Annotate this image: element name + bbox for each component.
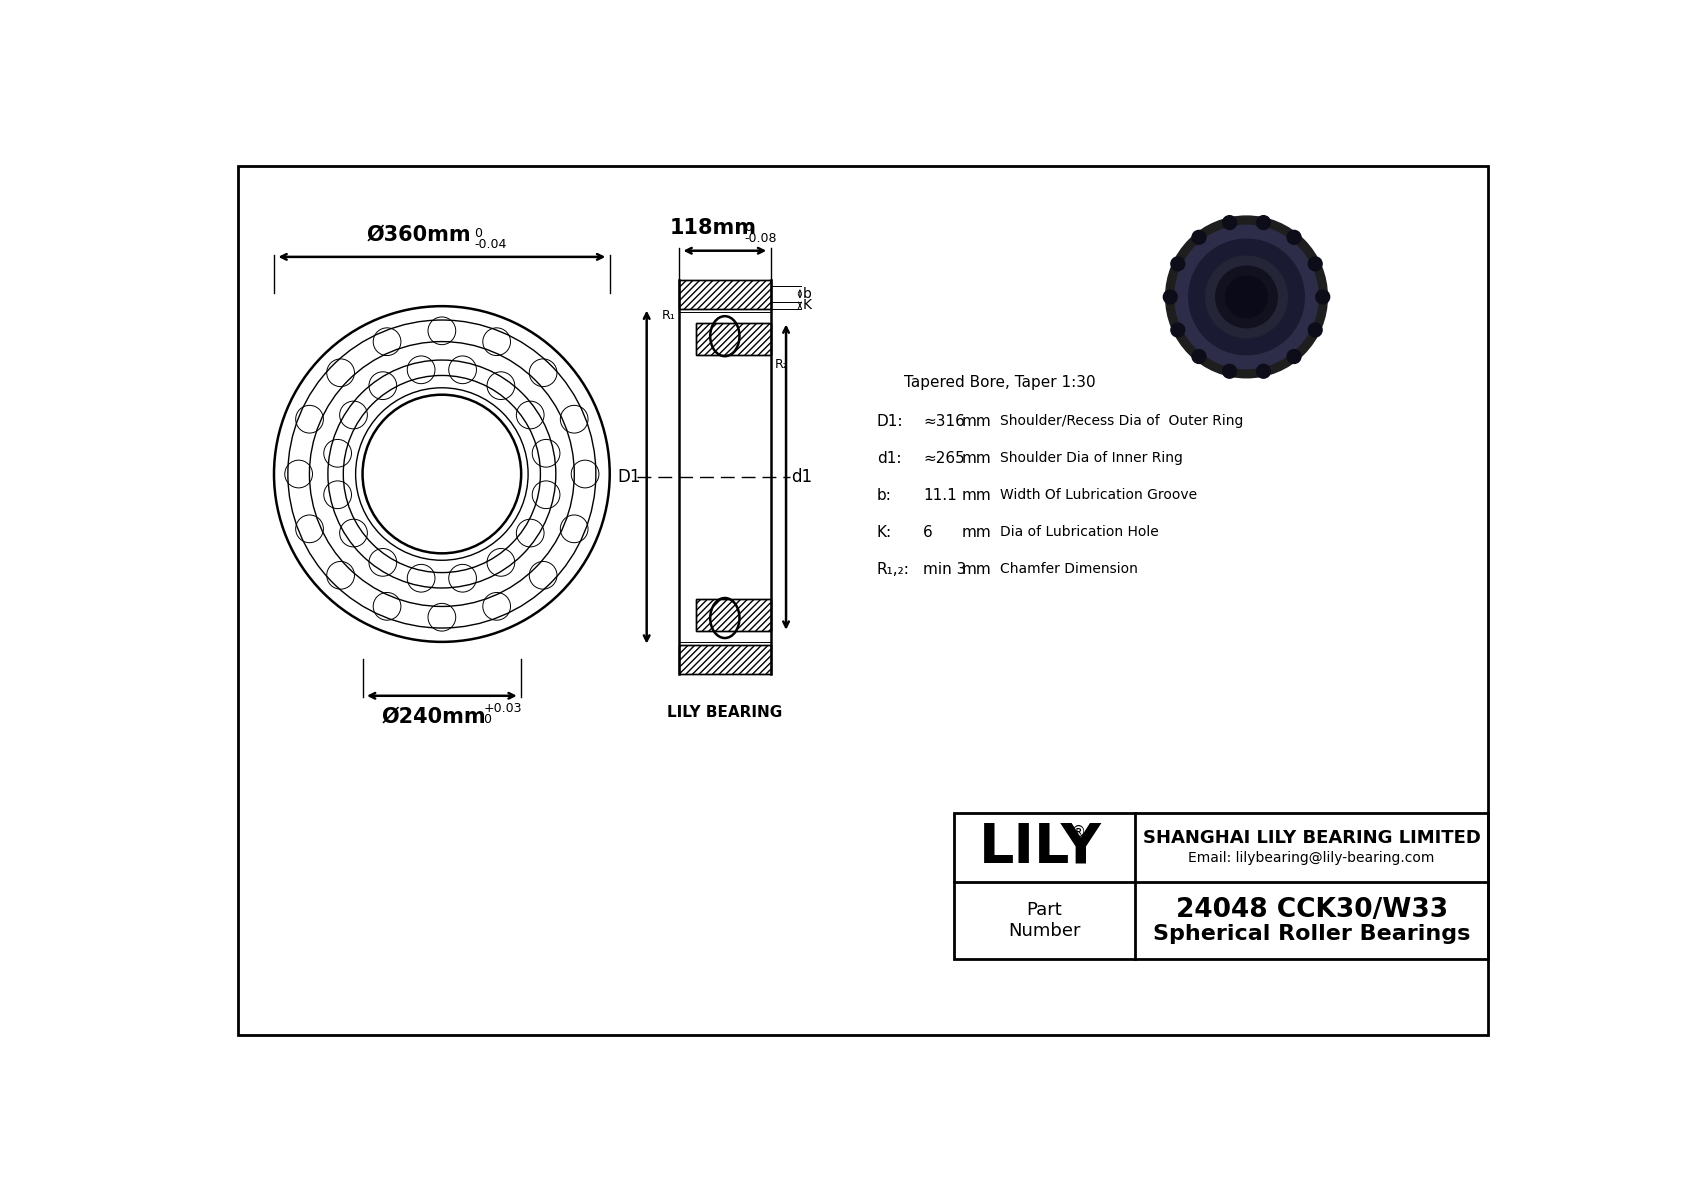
Text: SHANGHAI LILY BEARING LIMITED: SHANGHAI LILY BEARING LIMITED bbox=[1143, 829, 1480, 847]
Text: mm: mm bbox=[962, 414, 992, 429]
Circle shape bbox=[1287, 350, 1302, 363]
Text: K:: K: bbox=[877, 525, 893, 540]
Bar bbox=[695, 323, 771, 355]
Circle shape bbox=[1170, 257, 1186, 270]
Circle shape bbox=[1315, 289, 1330, 304]
Circle shape bbox=[1164, 289, 1177, 304]
Text: Dia of Lubrication Hole: Dia of Lubrication Hole bbox=[1000, 525, 1159, 538]
Text: D1: D1 bbox=[616, 468, 640, 486]
Circle shape bbox=[1216, 266, 1276, 328]
Text: ®: ® bbox=[1071, 824, 1086, 840]
Circle shape bbox=[1226, 276, 1268, 318]
Text: 0: 0 bbox=[483, 712, 492, 725]
Text: ≈316: ≈316 bbox=[923, 414, 965, 429]
Circle shape bbox=[1256, 364, 1270, 379]
Text: d1: d1 bbox=[791, 468, 812, 486]
Text: R₁,₂:: R₁,₂: bbox=[877, 562, 909, 576]
Text: mm: mm bbox=[962, 451, 992, 466]
Circle shape bbox=[1170, 323, 1186, 337]
Text: 0: 0 bbox=[744, 220, 753, 233]
Text: Tapered Bore, Taper 1:30: Tapered Bore, Taper 1:30 bbox=[904, 375, 1096, 391]
Bar bbox=[679, 280, 771, 310]
Text: K: K bbox=[803, 299, 812, 312]
Circle shape bbox=[1223, 216, 1236, 230]
Text: R₂: R₂ bbox=[775, 358, 788, 372]
Bar bbox=[695, 599, 771, 631]
Text: 11.1: 11.1 bbox=[923, 488, 957, 503]
Text: Shoulder Dia of Inner Ring: Shoulder Dia of Inner Ring bbox=[1000, 451, 1182, 464]
Text: R₁: R₁ bbox=[662, 308, 675, 322]
Bar bbox=[695, 599, 771, 631]
Text: 0: 0 bbox=[475, 227, 482, 239]
Text: b: b bbox=[803, 287, 812, 301]
Circle shape bbox=[1165, 216, 1327, 378]
Text: Width Of Lubrication Groove: Width Of Lubrication Groove bbox=[1000, 488, 1197, 501]
Bar bbox=[953, 812, 1489, 959]
Text: Spherical Roller Bearings: Spherical Roller Bearings bbox=[1154, 924, 1470, 944]
Text: LILY: LILY bbox=[978, 821, 1101, 874]
Circle shape bbox=[1175, 225, 1319, 368]
Text: mm: mm bbox=[962, 562, 992, 576]
Circle shape bbox=[1192, 230, 1206, 244]
Text: LILY BEARING: LILY BEARING bbox=[667, 705, 783, 721]
Text: mm: mm bbox=[962, 525, 992, 540]
Bar bbox=[679, 280, 771, 310]
Text: ≈265: ≈265 bbox=[923, 451, 965, 466]
Text: -0.08: -0.08 bbox=[744, 231, 776, 244]
Text: 6: 6 bbox=[923, 525, 933, 540]
Text: Part
Number: Part Number bbox=[1009, 902, 1081, 940]
Text: Ø360mm: Ø360mm bbox=[367, 225, 472, 244]
Text: d1:: d1: bbox=[877, 451, 901, 466]
Text: 118mm: 118mm bbox=[670, 218, 756, 238]
Text: 24048 CCK30/W33: 24048 CCK30/W33 bbox=[1175, 897, 1448, 923]
Circle shape bbox=[1287, 230, 1302, 244]
Circle shape bbox=[1308, 257, 1322, 270]
Text: +0.03: +0.03 bbox=[483, 701, 522, 715]
Circle shape bbox=[1308, 323, 1322, 337]
Bar bbox=[679, 646, 771, 674]
Circle shape bbox=[1206, 256, 1287, 338]
Text: b:: b: bbox=[877, 488, 893, 503]
Text: -0.04: -0.04 bbox=[475, 238, 507, 251]
Circle shape bbox=[1189, 239, 1305, 355]
Circle shape bbox=[1223, 364, 1236, 379]
Text: Shoulder/Recess Dia of  Outer Ring: Shoulder/Recess Dia of Outer Ring bbox=[1000, 414, 1243, 428]
Text: Chamfer Dimension: Chamfer Dimension bbox=[1000, 562, 1138, 575]
Text: min 3: min 3 bbox=[923, 562, 967, 576]
Text: Ø240mm: Ø240mm bbox=[382, 706, 487, 727]
Circle shape bbox=[1192, 350, 1206, 363]
Bar bbox=[679, 646, 771, 674]
Text: D1:: D1: bbox=[877, 414, 903, 429]
Text: Email: lilybearing@lily-bearing.com: Email: lilybearing@lily-bearing.com bbox=[1189, 852, 1435, 865]
Bar bbox=[695, 323, 771, 355]
Text: mm: mm bbox=[962, 488, 992, 503]
Circle shape bbox=[1256, 216, 1270, 230]
